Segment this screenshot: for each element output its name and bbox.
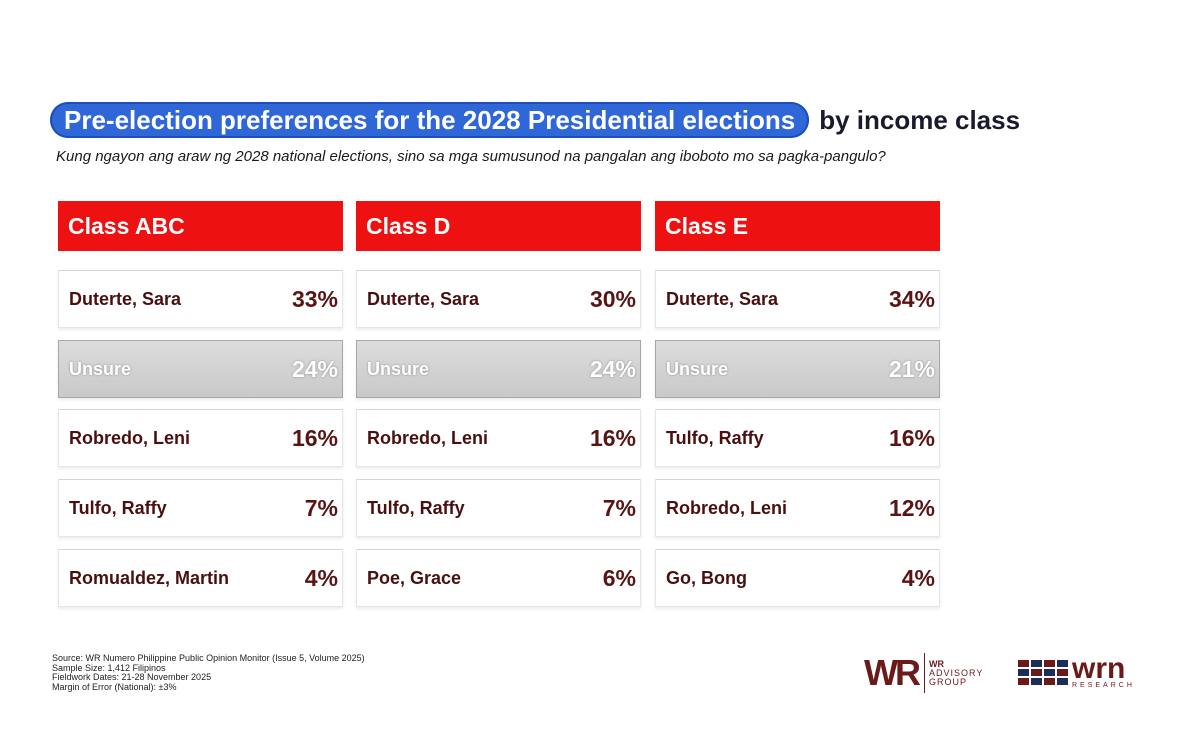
unsure-row: Unsure 21% [655,340,940,398]
candidate-row: Duterte, Sara 33% [58,270,343,328]
candidate-percent: 16% [291,424,338,451]
column-header: Class ABC [58,201,343,251]
sample-size-line: Sample Size: 1,412 Filipinos [52,662,166,673]
candidate-percent: 21% [888,355,935,382]
logo-square [1044,678,1055,685]
candidate-name: Unsure [367,358,430,379]
candidate-name: Unsure [666,358,729,379]
candidate-percent: 12% [888,494,935,521]
candidate-name: Robredo, Leni [367,427,488,448]
title-highlight: Pre-election preferences for the 2028 Pr… [50,102,810,138]
candidate-percent: 30% [589,285,636,312]
wr-logo-divider [923,653,925,693]
wrn-logo-word: wrn [1072,652,1126,685]
candidate-name: Duterte, Sara [367,288,480,309]
logo-square [1044,660,1055,667]
source-notes: Source: WR Numero Philippine Public Opin… [52,653,365,692]
unsure-row: Unsure 24% [356,340,641,398]
logo-square [1031,678,1042,685]
candidate-name: Romualdez, Martin [69,567,230,588]
candidate-name: Unsure [69,358,132,379]
logo-square [1057,660,1068,667]
column-1: Class D Duterte, Sara 30% Unsure 24% Robredo,… [356,201,641,607]
candidate-name: Poe, Grace [367,567,462,588]
candidate-name: Duterte, Sara [666,288,779,309]
candidate-name: Robredo, Leni [69,427,190,448]
candidate-row: Go, Bong 4% [655,549,940,607]
wrn-squares-icon [1018,660,1068,685]
candidate-name: Robredo, Leni [666,497,787,518]
candidate-row: Poe, Grace 6% [356,549,641,607]
unsure-row: Unsure 24% [58,340,343,398]
column-header: Class E [655,201,940,251]
fieldwork-line: Fieldwork Dates: 21-28 November 2025 [52,672,212,682]
wr-logo-mark: WR [864,652,921,693]
margin-of-error-line: Margin of Error (National): ±3% [52,681,177,692]
column-0: Class ABC Duterte, Sara 33% Unsure 24% Robred… [58,201,343,607]
candidate-percent: 4% [901,564,935,591]
candidate-percent: 33% [291,285,338,312]
candidate-name: Tulfo, Raffy [666,427,764,448]
wr-logo-line2: ADVISORY [928,667,984,678]
candidate-percent: 4% [304,564,338,591]
wr-logo-line3: GROUP [928,676,967,687]
candidate-name: Duterte, Sara [69,288,182,309]
candidate-name: Tulfo, Raffy [367,497,465,518]
candidate-row: Tulfo, Raffy 7% [356,479,641,537]
logo-square [1031,660,1042,667]
column-header: Class D [356,201,641,251]
candidate-percent: 7% [602,494,636,521]
logo-square [1018,669,1029,676]
candidate-row: Robredo, Leni 16% [58,409,343,467]
survey-question: Kung ngayon ang araw ng 2028 national el… [56,148,886,165]
candidate-row: Romualdez, Martin 4% [58,549,343,607]
candidate-percent: 24% [291,355,338,382]
wr-advisory-logo: WR WR ADVISORY GROUP [864,652,983,694]
wrn-logo-sub: RESEARCH [1072,682,1135,689]
logo-square [1018,678,1029,685]
wrn-research-logo: wrn RESEARCH [1018,652,1135,689]
title-row: Pre-election preferences for the 2028 Pr… [50,101,1020,139]
candidate-name: Tulfo, Raffy [69,497,167,518]
candidate-percent: 6% [602,564,636,591]
logo-square [1031,669,1042,676]
wr-logo-line1: WR [928,658,944,669]
candidate-percent: 24% [589,355,636,382]
logo-square [1018,660,1029,667]
candidate-row: Robredo, Leni 16% [356,409,641,467]
candidate-row: Duterte, Sara 30% [356,270,641,328]
candidate-percent: 7% [304,494,338,521]
logo-square [1057,669,1068,676]
candidate-row: Robredo, Leni 12% [655,479,940,537]
source-line: Source: WR Numero Philippine Public Opin… [52,653,365,663]
candidate-percent: 16% [888,424,935,451]
candidate-row: Tulfo, Raffy 7% [58,479,343,537]
candidate-row: Tulfo, Raffy 16% [655,409,940,467]
wr-logo-text: WR ADVISORY GROUP [928,658,984,687]
logo-square [1044,669,1055,676]
candidate-name: Go, Bong [666,567,747,588]
logo-square [1057,678,1068,685]
candidate-percent: 16% [589,424,636,451]
candidate-percent: 34% [888,285,935,312]
title-rest: by income class [819,104,1021,135]
column-2: Class E Duterte, Sara 34% Unsure 21% Tulfo, R… [655,201,940,607]
candidate-row: Duterte, Sara 34% [655,270,940,328]
